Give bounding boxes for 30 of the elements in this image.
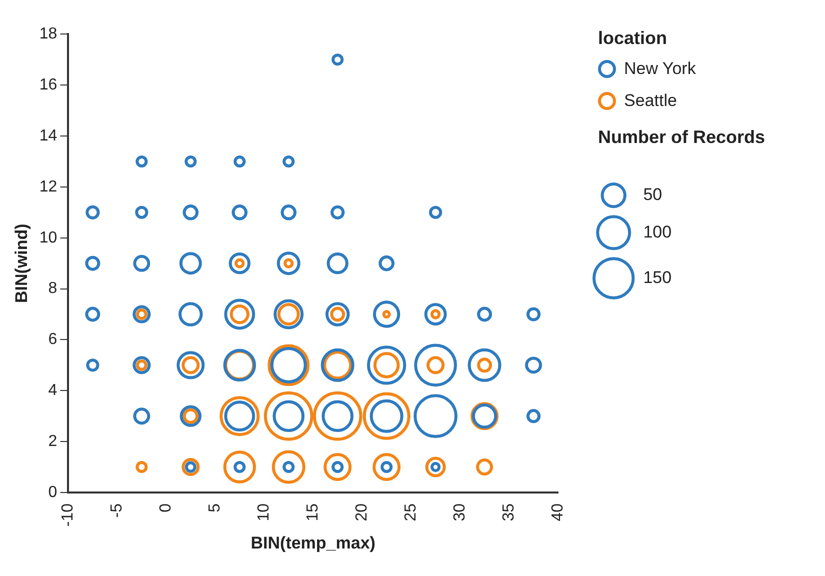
y-tick-label: 16 xyxy=(39,76,58,94)
y-tick-label: 0 xyxy=(48,484,58,501)
legend-label: New York xyxy=(624,59,696,79)
y-axis-title: BIN(wind) xyxy=(12,224,31,303)
legend-label: 150 xyxy=(643,268,672,287)
y-tick-label: 8 xyxy=(48,280,58,298)
legend-title: location xyxy=(598,28,668,49)
y-tick-label: 12 xyxy=(39,178,58,196)
x-tick-label: 40 xyxy=(549,503,566,522)
text: Number of Records xyxy=(598,127,766,148)
y-tick-label: 10 xyxy=(39,229,58,246)
x-tick-label: 5 xyxy=(206,503,224,512)
x-axis-title: BIN(temp_max) xyxy=(250,533,376,552)
legend-label: 50 xyxy=(643,185,662,204)
legend-label: 100 xyxy=(643,222,672,242)
x-tick-label: -10 xyxy=(60,503,77,527)
x-tick-label: 0 xyxy=(158,503,175,512)
y-tick-label: 18 xyxy=(39,26,58,43)
x-tick-label: 35 xyxy=(500,503,518,522)
x-tick-label: 30 xyxy=(451,503,468,522)
y-tick-label: 4 xyxy=(48,382,58,400)
x-tick-label: 25 xyxy=(402,503,420,522)
x-tick-label: 20 xyxy=(353,503,370,522)
x-tick-label: -5 xyxy=(108,503,126,518)
x-tick-label: 15 xyxy=(304,503,322,522)
legend-label: Seattle xyxy=(624,91,677,111)
y-tick-label: 2 xyxy=(48,432,58,450)
y-tick-label: 14 xyxy=(39,127,58,144)
x-tick-label: 10 xyxy=(256,503,273,522)
y-tick-label: 6 xyxy=(48,331,58,348)
